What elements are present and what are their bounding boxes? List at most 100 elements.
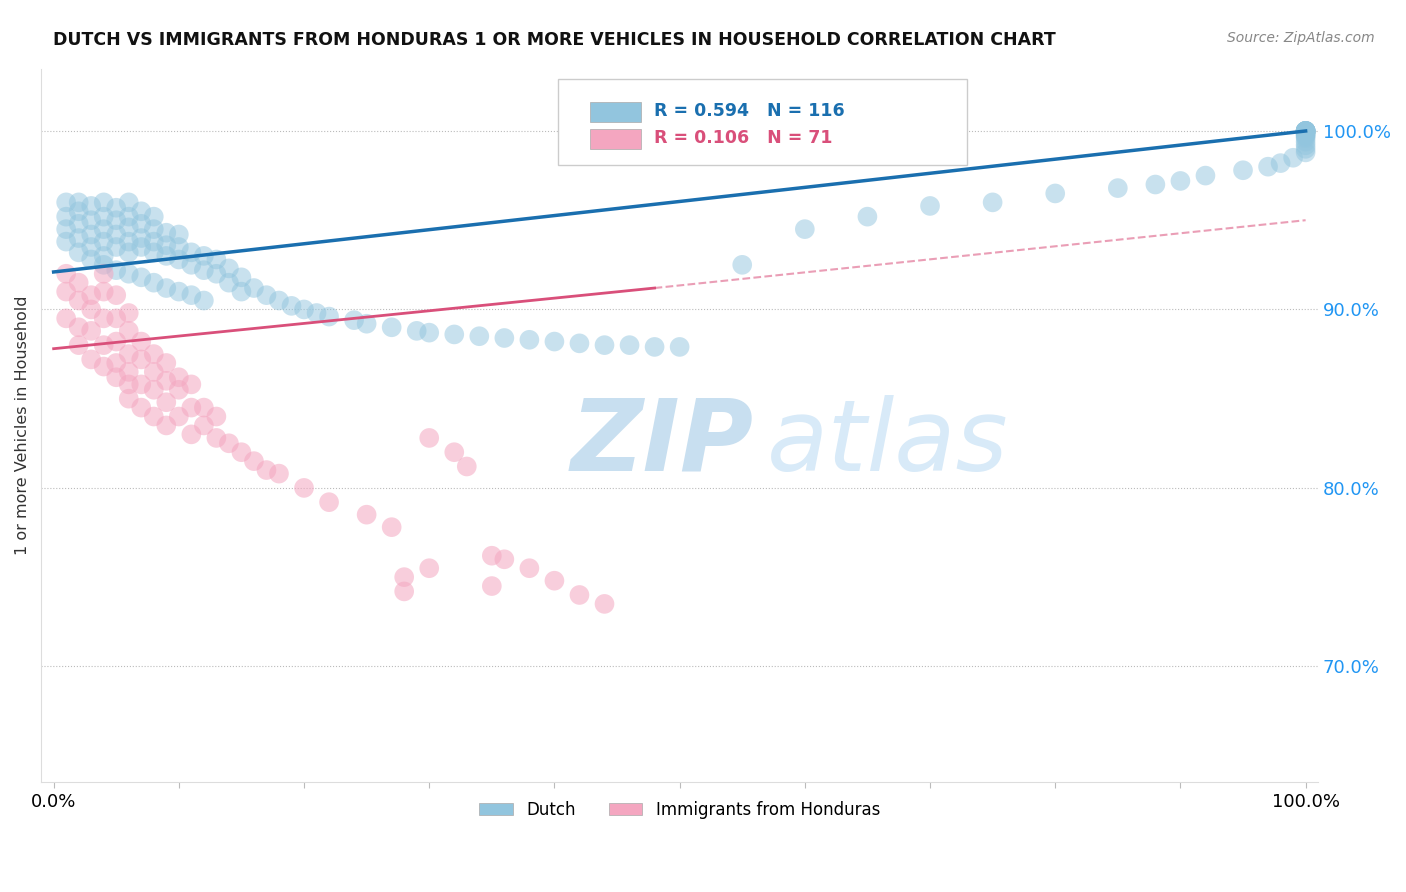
Point [356,317,378,331]
Point [129,401,152,415]
Point [343,313,366,327]
Point [67,217,90,231]
Point [1270,156,1292,170]
Point [456,459,478,474]
Text: R = 0.106   N = 71: R = 0.106 N = 71 [654,129,832,147]
Point [218,436,240,450]
Text: Source: ZipAtlas.com: Source: ZipAtlas.com [1227,31,1375,45]
Point [105,288,128,302]
Point [231,270,253,285]
Point [1295,124,1317,138]
Point [155,374,177,388]
Point [55,311,77,326]
Point [519,333,541,347]
Point [80,324,103,338]
Point [193,418,215,433]
Point [1144,178,1167,192]
Point [1295,126,1317,140]
Point [481,579,503,593]
Point [443,445,465,459]
Point [1295,135,1317,149]
Point [118,195,141,210]
Point [129,231,152,245]
Point [155,226,177,240]
Point [267,467,290,481]
Point [218,276,240,290]
Point [1295,131,1317,145]
Point [180,427,202,442]
Point [392,584,415,599]
Point [118,324,141,338]
Point [118,365,141,379]
Point [1295,124,1317,138]
Point [142,276,165,290]
Point [1045,186,1067,201]
Point [243,454,266,468]
Point [231,445,253,459]
Point [243,281,266,295]
Point [55,235,77,249]
Point [443,327,465,342]
Point [481,549,503,563]
Point [105,263,128,277]
Point [193,249,215,263]
Point [1295,124,1317,138]
Point [155,238,177,252]
Bar [591,102,641,122]
Point [155,281,177,295]
Point [318,310,340,324]
Point [142,222,165,236]
Point [105,240,128,254]
Point [1295,126,1317,140]
Point [1295,128,1317,142]
Point [55,222,77,236]
Point [55,210,77,224]
Point [93,311,115,326]
Point [93,210,115,224]
Point [519,561,541,575]
Point [418,561,440,575]
Point [105,370,128,384]
Point [468,329,491,343]
Text: ZIP: ZIP [571,395,754,491]
Point [1295,138,1317,153]
Point [142,365,165,379]
Point [142,235,165,249]
Point [981,195,1004,210]
Point [118,377,141,392]
Point [918,199,941,213]
Point [256,288,278,302]
Point [1295,129,1317,144]
Point [118,220,141,235]
Point [93,249,115,263]
FancyBboxPatch shape [558,79,967,165]
Point [280,299,302,313]
Point [593,338,616,352]
Point [142,409,165,424]
Bar [591,129,641,149]
Point [118,347,141,361]
Point [205,409,228,424]
Legend: Dutch, Immigrants from Honduras: Dutch, Immigrants from Honduras [472,794,887,825]
Point [129,240,152,254]
Point [93,285,115,299]
Point [1295,124,1317,138]
Point [1232,163,1254,178]
Point [105,334,128,349]
Point [129,334,152,349]
Point [494,331,516,345]
Point [543,334,565,349]
Point [105,356,128,370]
Point [292,481,315,495]
Y-axis label: 1 or more Vehicles in Household: 1 or more Vehicles in Household [15,295,30,555]
Point [55,285,77,299]
Point [118,392,141,406]
Point [292,302,315,317]
Point [167,252,190,267]
Point [1295,124,1317,138]
Point [105,213,128,227]
Point [167,383,190,397]
Point [256,463,278,477]
Text: DUTCH VS IMMIGRANTS FROM HONDURAS 1 OR MORE VEHICLES IN HOUSEHOLD CORRELATION CH: DUTCH VS IMMIGRANTS FROM HONDURAS 1 OR M… [53,31,1056,49]
Point [543,574,565,588]
